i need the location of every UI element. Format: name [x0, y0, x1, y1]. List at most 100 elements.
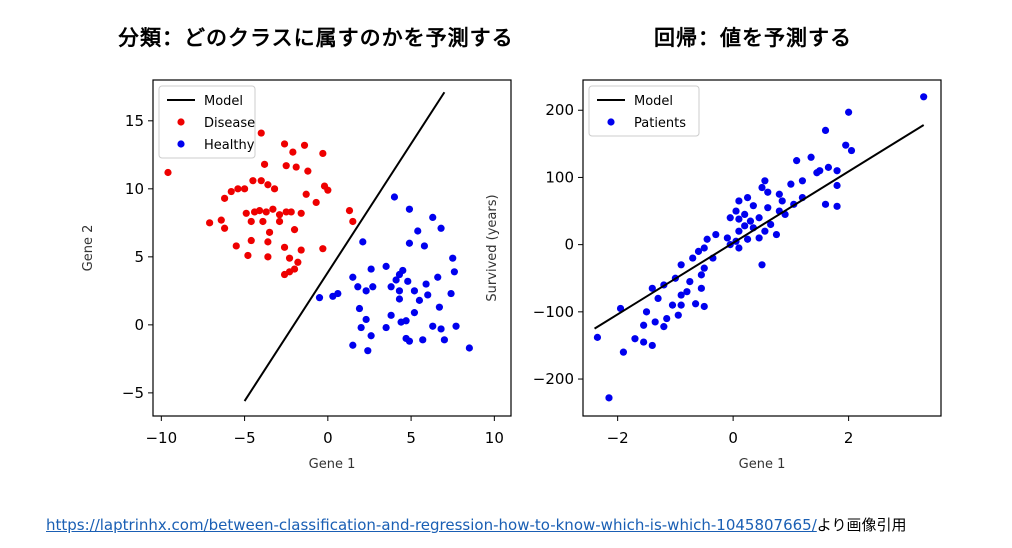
- y-tick-label: 200: [545, 101, 574, 119]
- patients-point: [640, 338, 648, 346]
- patients-point: [732, 207, 740, 215]
- patients-point: [798, 177, 807, 185]
- disease-point: [260, 160, 269, 168]
- healthy-point: [354, 283, 362, 291]
- patients-point: [694, 247, 703, 255]
- source-link[interactable]: https://laptrinhx.com/between-classifica…: [46, 516, 817, 534]
- healthy-point: [355, 304, 364, 313]
- healthy-point: [447, 289, 455, 298]
- patients-point: [593, 333, 602, 341]
- patients-point: [746, 217, 755, 225]
- disease-point: [282, 208, 290, 216]
- patients-point: [761, 177, 769, 185]
- disease-point: [282, 162, 290, 170]
- disease-point: [297, 246, 305, 254]
- healthy-point: [395, 287, 404, 295]
- plot-frame: [582, 79, 942, 417]
- disease-point: [270, 185, 279, 193]
- healthy-point: [415, 296, 424, 304]
- data-layer: [164, 91, 473, 402]
- y-tick-label: 100: [545, 168, 574, 186]
- disease-point: [302, 190, 310, 198]
- patients-point: [787, 180, 795, 188]
- disease-point: [249, 177, 257, 185]
- patients-point: [807, 153, 815, 161]
- y-axis-label: Survived (years): [485, 194, 500, 301]
- patients-point: [775, 190, 783, 198]
- disease-point: [275, 217, 284, 226]
- y-tick-label: −5: [122, 384, 144, 402]
- x-tick-label: 0: [323, 429, 333, 447]
- disease-point: [345, 206, 354, 215]
- patients-point: [743, 194, 752, 202]
- disease-point: [264, 238, 272, 246]
- healthy-point: [424, 291, 432, 299]
- patients-point: [677, 301, 685, 309]
- patients-point: [793, 157, 801, 165]
- disease-point: [247, 236, 255, 245]
- patients-point: [920, 93, 928, 101]
- patients-point: [764, 188, 772, 196]
- source-suffix: より画像引用: [816, 516, 907, 534]
- legend-disease-swatch: [177, 118, 185, 126]
- source-caption: https://laptrinhx.com/between-classifica…: [46, 514, 906, 535]
- y-tick-label: 0: [564, 236, 574, 254]
- healthy-point: [357, 323, 365, 332]
- legend-disease-label: Disease: [204, 116, 255, 131]
- legend-patients-label: Patients: [634, 116, 686, 131]
- patients-point: [697, 284, 705, 292]
- patients-point: [674, 311, 682, 319]
- disease-point: [206, 219, 214, 227]
- healthy-point: [452, 322, 460, 330]
- y-axis-label: Gene 2: [81, 225, 96, 272]
- disease-point: [289, 148, 297, 156]
- healthy-point: [437, 325, 445, 333]
- healthy-point: [437, 224, 445, 232]
- patients-point: [833, 202, 841, 210]
- patients-point: [668, 301, 677, 309]
- disease-point: [255, 206, 264, 215]
- patients-point: [683, 288, 691, 296]
- disease-point: [257, 177, 265, 185]
- patients-point: [758, 183, 766, 192]
- patients-point: [772, 230, 781, 239]
- healthy-point: [349, 341, 357, 349]
- disease-point: [164, 168, 172, 177]
- disease-point: [240, 185, 249, 193]
- disease-point: [280, 140, 289, 148]
- y-tick-label: −100: [533, 303, 574, 321]
- disease-point: [280, 243, 289, 251]
- healthy-point: [419, 336, 427, 344]
- healthy-point: [420, 242, 429, 250]
- disease-point: [319, 149, 327, 158]
- healthy-point: [359, 238, 367, 246]
- x-axis-label: Gene 1: [309, 457, 356, 472]
- healthy-point: [429, 322, 437, 330]
- patients-point: [749, 202, 757, 210]
- healthy-point: [410, 287, 419, 295]
- healthy-point: [435, 303, 443, 311]
- patients-point: [842, 141, 850, 149]
- patients-point: [743, 235, 752, 243]
- patients-point: [619, 348, 628, 356]
- disease-point: [269, 205, 277, 213]
- disease-point: [304, 167, 312, 175]
- patients-point: [833, 167, 841, 175]
- disease-point: [324, 186, 332, 194]
- y-tick-label: 15: [125, 112, 144, 130]
- disease-point: [297, 209, 305, 217]
- healthy-point: [334, 289, 342, 298]
- patients-point: [642, 308, 651, 316]
- healthy-point: [367, 332, 375, 340]
- regression-heading: 回帰：値を予測する: [654, 26, 852, 50]
- x-tick-label: −10: [145, 429, 177, 447]
- x-tick-label: 2: [844, 429, 854, 447]
- healthy-point: [414, 227, 422, 235]
- y-tick-label: −200: [533, 370, 574, 388]
- healthy-point: [364, 347, 372, 355]
- patients-point: [741, 210, 749, 218]
- legend-patients-swatch: [607, 118, 615, 126]
- healthy-point: [395, 295, 404, 303]
- patients-point: [677, 261, 685, 269]
- patients-point: [833, 181, 841, 190]
